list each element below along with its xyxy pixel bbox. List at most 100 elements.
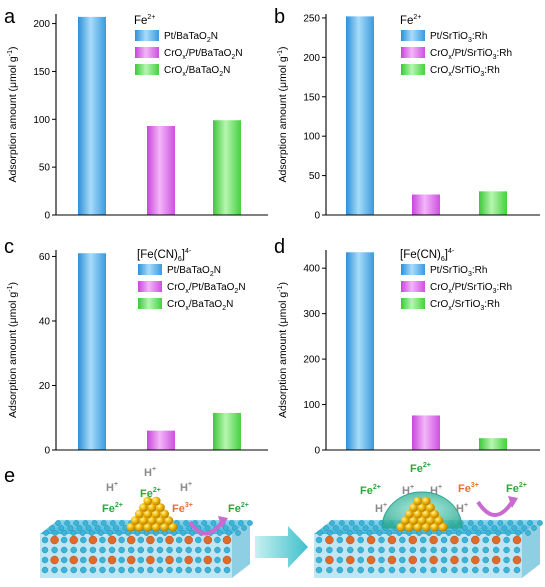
pt-cluster-atom: [143, 522, 153, 532]
bulk-atom-cyan: [89, 546, 97, 554]
legend-swatch-b-2: [401, 47, 425, 58]
panel-letter-d: d: [274, 236, 285, 258]
legend-swatch-b-3: [401, 64, 425, 75]
pt-cluster-atom: [438, 522, 448, 532]
bulk-atom-cyan: [223, 546, 231, 554]
bulk-atom-orange: [387, 535, 397, 545]
pt-cluster-atom: [126, 522, 136, 532]
bulk-atom-orange: [69, 555, 78, 565]
right-h-plus-4: H+: [456, 502, 468, 515]
right-fe3-label: Fe3+: [458, 482, 479, 495]
bulk-atom-cyan: [399, 566, 406, 574]
bulk-atom-orange: [107, 535, 117, 545]
surface-atom: [445, 530, 452, 536]
right-redox-arrowhead-icon: [508, 496, 518, 508]
bulk-atom-cyan: [461, 546, 469, 554]
bulk-atom-orange: [450, 555, 459, 565]
bulk-atom-cyan: [195, 536, 202, 544]
legend-swatch-c-2: [138, 281, 162, 292]
axes-d: 0 100 200 300 400 Adsorption amount (μmol g-1…: [277, 248, 540, 457]
bulk-atom-cyan: [223, 566, 231, 574]
surface-atom: [180, 530, 186, 536]
pt-cluster-atom: [417, 503, 427, 512]
panel-letter-b: b: [274, 6, 285, 28]
bulk-atom-cyan: [503, 566, 510, 574]
bulk-atom-cyan: [357, 536, 364, 544]
surface-atom: [527, 520, 533, 526]
y-tick-label-d: 400: [303, 264, 320, 275]
pt-cluster-atom: [151, 496, 161, 506]
surface-atom: [64, 520, 70, 526]
surface-atom: [487, 520, 494, 526]
bulk-atom-cyan: [118, 536, 125, 544]
surface-atom: [94, 525, 101, 531]
slab-front-face: [40, 534, 232, 578]
bulk-atom-cyan: [175, 546, 183, 554]
pt-cluster-atom: [430, 522, 439, 532]
right-h-plus-1: H+: [402, 484, 414, 497]
pt-cluster-atom: [405, 509, 414, 519]
legend-swatch-a-2: [135, 47, 159, 58]
surface-atom: [323, 525, 329, 531]
pt-cluster-atom: [413, 509, 423, 519]
y-tick-label-d: 100: [303, 400, 320, 411]
bulk-atom-cyan: [137, 536, 144, 544]
legend-label-c-3: CrOx/BaTaO2N: [167, 299, 233, 312]
legend-swatch-d-3: [401, 298, 425, 309]
surface-atom: [43, 530, 49, 536]
surface-atom: [70, 530, 77, 536]
y-tick-label-a: 50: [39, 163, 51, 174]
pt-cluster-atom: [139, 503, 149, 512]
surface-atom: [100, 520, 107, 526]
surface-atom: [362, 525, 369, 531]
pt-cluster-atom: [151, 522, 161, 532]
bulk-atom-orange: [325, 555, 334, 565]
surface-atom: [67, 525, 74, 531]
surface-atom: [368, 520, 375, 526]
bulk-atom-cyan: [451, 566, 458, 574]
bulk-atom-cyan: [503, 546, 510, 554]
surface-atom: [525, 530, 531, 536]
surface-atom: [73, 520, 80, 526]
bulk-atom-cyan: [204, 546, 212, 554]
bulk-atom-cyan: [41, 556, 49, 564]
bulk-atom-cyan: [430, 546, 437, 554]
bulk-atom-cyan: [367, 546, 375, 554]
panel-letter-c: c: [4, 236, 14, 258]
left-fe2-label-3: Fe2+: [228, 502, 249, 515]
surface-atom: [329, 520, 335, 526]
bulk-atom-cyan: [399, 556, 406, 564]
surface-atom: [352, 525, 359, 531]
pt-cluster-atom: [135, 509, 144, 519]
pt-cluster-atom: [430, 509, 439, 519]
bulk-atom-cyan: [137, 556, 144, 564]
bulk-atom-cyan: [420, 546, 427, 554]
axes-b: 0 50 100 150 200 250 Adsorption amount (μmol g…: [277, 13, 540, 222]
y-tick-label-c: 40: [39, 316, 51, 327]
bulk-atom-orange: [408, 555, 417, 565]
bulk-atom-orange: [203, 535, 213, 545]
bulk-atom-cyan: [108, 566, 116, 574]
y-tick-label-d: 200: [303, 355, 320, 366]
bar-b-2: [412, 194, 440, 215]
bulk-atom-cyan: [336, 556, 344, 564]
legend-title-d: [Fe(CN)6]4-: [400, 248, 455, 263]
pt-cluster-atom: [147, 503, 157, 512]
bulk-atom-cyan: [482, 556, 489, 564]
bulk-atom-cyan: [378, 556, 385, 564]
bulk-atom-cyan: [503, 556, 510, 564]
y-axis-label-b: Adsorption amount (μmol g-1): [277, 46, 289, 182]
pt-cluster-atom: [400, 516, 410, 525]
legend-label-b-1: Pt/SrTiO3:Rh: [430, 31, 487, 44]
bulk-atom-cyan: [80, 536, 87, 544]
bulk-atom-cyan: [378, 536, 385, 544]
bulk-atom-cyan: [156, 536, 164, 544]
bar-d-1: [346, 252, 374, 450]
bulk-atom-cyan: [70, 566, 77, 574]
bulk-atom-orange: [429, 555, 438, 565]
y-tick-label-b: 150: [303, 92, 320, 103]
left-redox-arrowhead-icon: [218, 516, 228, 528]
bulk-atom-orange: [387, 555, 397, 565]
surface-atom: [317, 530, 323, 536]
y-axis-label-d: Adsorption amount (μmol g-1): [277, 282, 289, 418]
